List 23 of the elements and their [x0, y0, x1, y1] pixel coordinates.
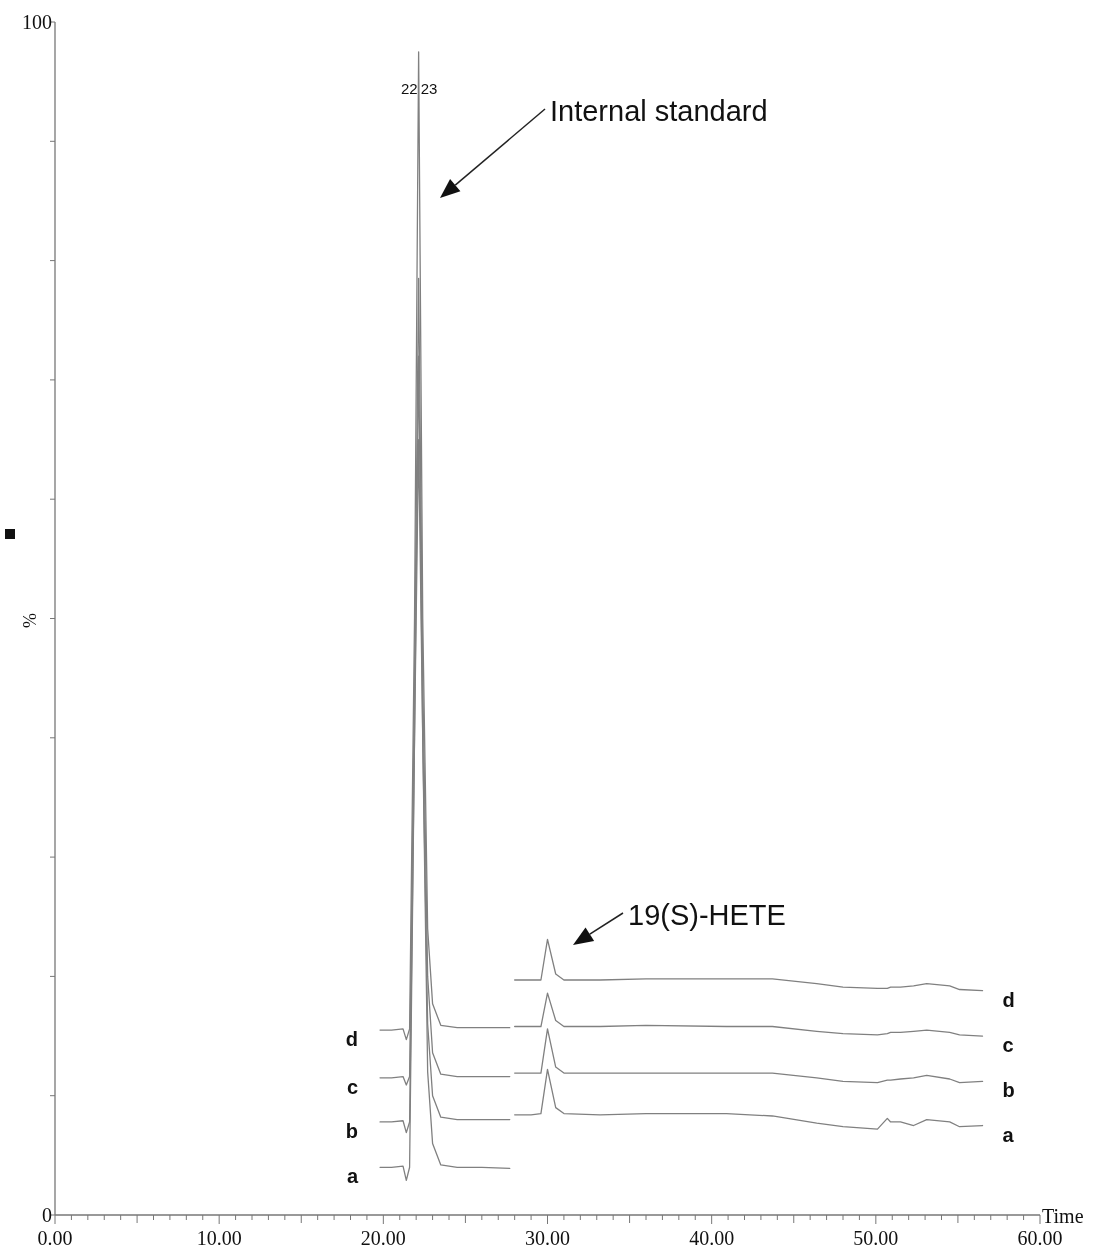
annotation: 22	[400, 79, 418, 97]
text: c	[346, 1075, 359, 1098]
x-tick-label: 60.00	[1017, 1227, 1063, 1249]
series-label: c	[1002, 1034, 1014, 1057]
y-axis-title: %	[20, 613, 40, 628]
x-tick-label: 0.00	[37, 1227, 73, 1249]
text: b	[345, 1119, 359, 1142]
y-tick-label: 100	[22, 11, 52, 33]
x-tick-label: 30.00	[525, 1227, 570, 1249]
x-tick-label: 40.00	[689, 1227, 735, 1249]
annotation: 23	[420, 79, 438, 97]
y-tick-label: 0	[42, 1204, 52, 1226]
annotation: Internal standard	[550, 95, 768, 127]
annotation: 19(S)-HETE	[628, 899, 786, 931]
x-tick-label: 20.00	[360, 1227, 406, 1249]
x-tick-label: 10.00	[196, 1227, 242, 1249]
x-axis-title: Time	[1042, 1205, 1084, 1227]
text: d	[345, 1028, 359, 1051]
series-label: d	[1002, 988, 1015, 1011]
series-label: b	[1002, 1079, 1015, 1102]
text: a	[346, 1165, 359, 1188]
series-label: a	[1002, 1123, 1015, 1146]
x-tick-label: 50.00	[853, 1227, 899, 1249]
